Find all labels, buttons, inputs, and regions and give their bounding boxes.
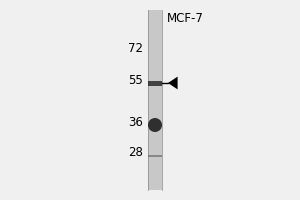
Bar — [148, 155, 162, 157]
Text: 55: 55 — [128, 73, 143, 86]
Ellipse shape — [148, 118, 162, 132]
Polygon shape — [168, 77, 178, 89]
Text: 36: 36 — [128, 116, 143, 129]
Text: MCF-7: MCF-7 — [167, 12, 203, 25]
Bar — [148, 10, 162, 190]
Bar — [148, 80, 162, 86]
Text: 28: 28 — [128, 146, 143, 160]
Text: 72: 72 — [128, 42, 143, 54]
